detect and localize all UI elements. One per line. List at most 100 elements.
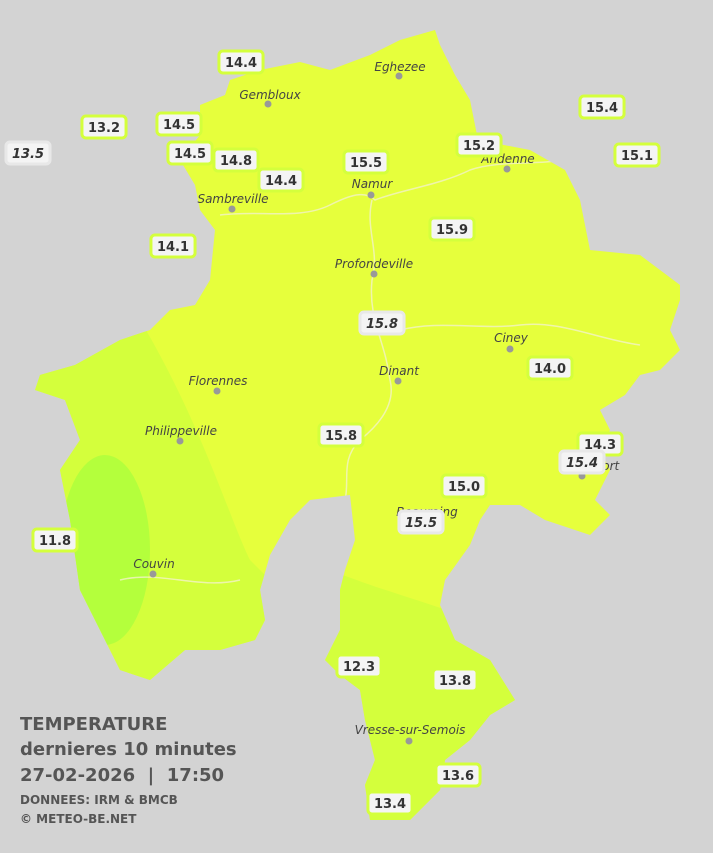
station: 15.8: [317, 422, 365, 448]
caption-datetime: 27-02-2026 | 17:50: [20, 765, 224, 786]
station-value: 15.8: [366, 317, 398, 332]
station: 13.8: [431, 667, 479, 693]
city-label: Profondeville: [335, 257, 413, 271]
city-dot: [370, 270, 378, 278]
city-dot: [264, 100, 272, 108]
station-value: 14.1: [157, 240, 189, 255]
station: 13.2: [80, 114, 128, 140]
station-box: [166, 140, 214, 166]
station: 15.4: [558, 449, 606, 475]
station: 12.3: [335, 653, 383, 679]
city-label: Dinant: [379, 364, 420, 378]
station: 15.5: [397, 509, 445, 535]
station-box: [613, 142, 661, 168]
city-label: Eghezee: [374, 60, 425, 74]
station-value: 15.4: [566, 456, 598, 471]
city-dot: [394, 377, 402, 385]
city-dot: [213, 387, 221, 395]
city-label: Ciney: [494, 331, 529, 345]
station-box: [335, 653, 383, 679]
city-label: Philippeville: [145, 424, 217, 438]
city-dot: [149, 570, 157, 578]
station: 14.0: [526, 355, 574, 381]
caption-subtitle: dernieres 10 minutes: [20, 739, 237, 760]
station-value: 15.2: [463, 139, 495, 154]
station-box: [397, 509, 445, 535]
station-value: 15.5: [350, 156, 382, 171]
caption: TEMPERATURE dernieres 10 minutes 27-02-2…: [20, 714, 237, 826]
station-box: [149, 233, 197, 259]
station: 14.4: [257, 167, 305, 193]
station-value: 13.5: [12, 147, 44, 162]
station: 15.0: [440, 473, 488, 499]
station: 14.1: [149, 233, 197, 259]
station: 14.4: [217, 49, 265, 75]
station-value: 14.0: [534, 362, 566, 377]
city-label: Namur: [352, 177, 394, 191]
station: 11.8: [31, 527, 79, 553]
station-value: 11.8: [39, 534, 71, 549]
station-box: [440, 473, 488, 499]
station-value: 15.0: [448, 480, 480, 495]
city-dot: [228, 205, 236, 213]
station: 15.4: [578, 94, 626, 120]
station-box: [217, 49, 265, 75]
station-box: [80, 114, 128, 140]
caption-copyright: © METEO-BE.NET: [20, 812, 137, 826]
station: 13.5: [4, 140, 52, 166]
caption-title: TEMPERATURE: [20, 714, 167, 735]
city-dot: [176, 437, 184, 445]
station-value: 14.8: [220, 154, 252, 169]
station-box: [257, 167, 305, 193]
station-value: 14.4: [265, 174, 297, 189]
city-label: Vresse-sur-Semois: [355, 723, 466, 737]
station-box: [455, 132, 503, 158]
station-value: 12.3: [343, 660, 375, 675]
city-dot: [395, 72, 403, 80]
city-dot: [506, 345, 514, 353]
station-value: 15.8: [325, 429, 357, 444]
city-label: Sambreville: [197, 192, 268, 206]
station-value: 14.4: [225, 56, 257, 71]
station-value: 14.3: [584, 438, 616, 453]
city-dot: [367, 191, 375, 199]
station-box: [212, 147, 260, 173]
station-box: [4, 140, 52, 166]
station-value: 13.8: [439, 674, 471, 689]
station-value: 15.9: [436, 223, 468, 238]
city-label: Couvin: [133, 557, 174, 571]
city-dot: [503, 165, 511, 173]
station-box: [155, 111, 203, 137]
station-value: 13.6: [442, 769, 474, 784]
station: 14.5: [155, 111, 203, 137]
caption-source: DONNEES: IRM & BMCB: [20, 793, 178, 807]
station-box: [366, 790, 414, 816]
station-box: [31, 527, 79, 553]
station-box: [526, 355, 574, 381]
station-value: 13.2: [88, 121, 120, 136]
station-value: 13.4: [374, 797, 406, 812]
city-label: Gembloux: [239, 88, 301, 102]
station-box: [434, 762, 482, 788]
station-box: [578, 94, 626, 120]
station: 14.8: [212, 147, 260, 173]
station: 13.6: [434, 762, 482, 788]
station: 13.4: [366, 790, 414, 816]
station-box: [358, 310, 406, 336]
station: 15.5: [342, 149, 390, 175]
station-box: [317, 422, 365, 448]
station-box: [428, 216, 476, 242]
station-value: 14.5: [174, 147, 206, 162]
station: 15.2: [455, 132, 503, 158]
city-label: Florennes: [189, 374, 248, 388]
station: 14.5: [166, 140, 214, 166]
station-value: 15.5: [405, 516, 437, 531]
station: 15.9: [428, 216, 476, 242]
station-box: [342, 149, 390, 175]
station-box: [558, 449, 606, 475]
city-dot: [405, 737, 413, 745]
station-value: 15.4: [586, 101, 618, 116]
station-value: 15.1: [621, 149, 653, 164]
station-box: [431, 667, 479, 693]
